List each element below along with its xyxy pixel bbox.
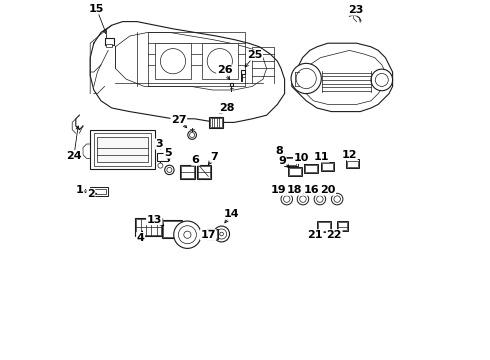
Text: 12: 12 (342, 150, 357, 160)
Circle shape (167, 167, 172, 172)
Text: 9: 9 (278, 156, 286, 166)
Text: 10: 10 (294, 153, 309, 163)
Bar (305, 165, 317, 172)
Bar (347, 161, 358, 167)
Text: 19: 19 (270, 185, 286, 195)
Text: 11: 11 (314, 152, 329, 162)
Bar (90, 187, 108, 196)
Bar (94, 133, 151, 166)
Bar (209, 117, 223, 128)
Circle shape (334, 196, 341, 202)
Circle shape (190, 132, 195, 138)
Bar (210, 118, 222, 127)
Bar (317, 221, 331, 232)
Bar (304, 164, 318, 173)
Text: 18: 18 (287, 185, 302, 195)
Bar (207, 229, 218, 239)
Text: 21: 21 (307, 230, 323, 240)
Bar (337, 221, 347, 231)
Text: 15: 15 (89, 4, 104, 14)
Circle shape (284, 196, 290, 202)
Bar (320, 162, 334, 171)
Circle shape (214, 226, 229, 242)
Bar (106, 44, 112, 47)
Circle shape (300, 196, 306, 202)
Bar (202, 43, 238, 79)
Circle shape (296, 68, 316, 89)
Text: 3: 3 (155, 139, 163, 149)
Text: 4: 4 (137, 233, 145, 243)
Bar (136, 219, 161, 235)
Circle shape (174, 221, 201, 248)
Circle shape (331, 193, 343, 205)
Bar (104, 38, 114, 45)
Circle shape (317, 196, 323, 202)
Bar (285, 158, 296, 165)
Circle shape (165, 165, 174, 175)
Bar (241, 70, 245, 74)
Circle shape (178, 226, 196, 244)
Text: 17: 17 (200, 230, 216, 240)
Text: 1: 1 (75, 185, 83, 195)
Bar (289, 168, 301, 175)
Bar (135, 218, 162, 236)
Bar (98, 137, 148, 162)
Bar (321, 163, 333, 170)
Bar (318, 222, 330, 231)
Bar (346, 159, 360, 168)
Text: 14: 14 (223, 209, 239, 219)
Bar (338, 222, 346, 230)
Bar (288, 167, 302, 176)
Circle shape (281, 193, 293, 205)
Circle shape (220, 232, 223, 236)
Bar (181, 166, 194, 178)
Text: 5: 5 (164, 148, 172, 158)
Bar (94, 189, 106, 194)
Circle shape (375, 73, 388, 86)
Bar (163, 221, 181, 237)
Text: 16: 16 (304, 185, 319, 195)
Text: 28: 28 (219, 103, 234, 113)
Circle shape (160, 49, 186, 74)
Bar (157, 153, 169, 161)
Circle shape (158, 163, 163, 168)
Bar (284, 157, 297, 166)
Circle shape (207, 49, 232, 74)
Circle shape (217, 229, 227, 239)
Text: 23: 23 (348, 5, 364, 15)
Bar (180, 165, 195, 179)
Text: 7: 7 (211, 152, 218, 162)
Text: 13: 13 (147, 215, 162, 225)
Text: 6: 6 (192, 155, 199, 165)
Bar (229, 83, 233, 86)
Circle shape (371, 69, 392, 91)
Text: 2: 2 (87, 189, 95, 199)
Text: 27: 27 (171, 114, 187, 125)
Bar (90, 130, 155, 169)
Bar (162, 220, 182, 238)
Circle shape (188, 131, 196, 139)
Circle shape (297, 193, 309, 205)
Text: 8: 8 (275, 146, 283, 156)
Bar (197, 165, 211, 179)
Text: 25: 25 (247, 50, 263, 60)
Text: 26: 26 (217, 65, 232, 75)
Circle shape (184, 231, 191, 238)
Bar (155, 43, 191, 79)
Circle shape (314, 193, 326, 205)
Text: 22: 22 (326, 230, 342, 240)
Bar (198, 166, 210, 178)
Circle shape (291, 63, 321, 94)
Text: 24: 24 (66, 150, 82, 161)
Bar (208, 230, 217, 238)
Text: 20: 20 (320, 185, 336, 195)
